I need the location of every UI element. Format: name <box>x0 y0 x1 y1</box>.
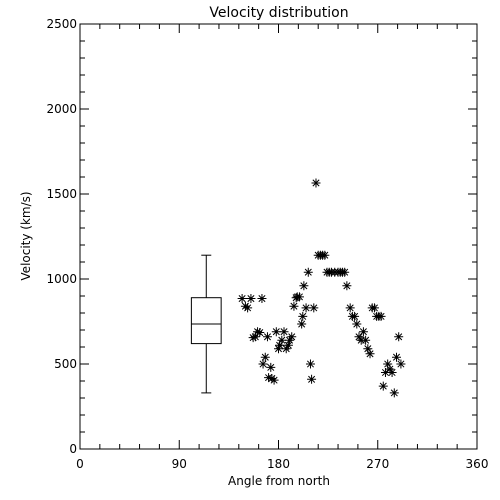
scatter-point <box>303 267 313 277</box>
scatter-point <box>394 332 404 342</box>
y-tick-label: 1500 <box>46 187 77 201</box>
scatter-point <box>342 281 352 291</box>
scatter-point <box>376 311 386 321</box>
scatter-point <box>298 311 308 321</box>
x-axis-label: Angle from north <box>228 474 330 488</box>
scatter-point <box>258 359 268 369</box>
scatter-point <box>257 294 267 304</box>
axis-ticks: 0 90 180 270 360 0 500 1000 1500 2000 2500 <box>46 17 488 471</box>
chart-title: Velocity distribution <box>209 5 348 21</box>
box-iqr <box>190 297 222 345</box>
scatter-point <box>260 352 270 362</box>
scatter-point <box>385 364 395 374</box>
scatter-point <box>363 344 373 354</box>
y-tick-label: 2500 <box>46 17 77 31</box>
scatter-points <box>237 178 406 398</box>
scatter-point <box>307 374 317 384</box>
scatter-point <box>237 294 247 304</box>
plot-frame <box>79 23 478 450</box>
scatter-point <box>285 335 295 345</box>
scatter-point <box>299 281 309 291</box>
y-axis-label: Velocity (km/s) <box>19 191 33 280</box>
scatter-point <box>365 349 375 359</box>
scatter-point <box>279 327 289 337</box>
scatter-point <box>271 327 281 337</box>
scatter-point <box>383 359 393 369</box>
x-tick-label: 180 <box>267 457 290 471</box>
scatter-point <box>250 332 260 342</box>
scatter-point <box>358 327 368 337</box>
scatter-point <box>269 375 279 385</box>
scatter-point <box>378 381 388 391</box>
scatter-point <box>301 303 311 313</box>
y-tick-label: 0 <box>69 442 77 456</box>
scatter-point <box>294 292 304 302</box>
scatter-point <box>352 319 362 329</box>
scatter-point <box>264 373 274 383</box>
x-tick-label: 270 <box>366 457 389 471</box>
x-tick-label: 360 <box>466 457 489 471</box>
scatter-point <box>354 332 364 342</box>
scatter-point <box>274 344 283 354</box>
scatter-point <box>361 335 371 345</box>
y-tick-label: 1000 <box>46 272 77 286</box>
scatter-point <box>311 178 321 188</box>
scatter-point <box>253 327 263 337</box>
x-tick-label: 90 <box>172 457 187 471</box>
scatter-point <box>345 303 355 313</box>
scatter-point <box>281 344 291 354</box>
scatter-point <box>391 352 401 362</box>
x-tick-label: 0 <box>76 457 84 471</box>
scatter-point <box>283 340 293 350</box>
scatter-point <box>275 340 285 350</box>
scatter-point <box>248 333 258 343</box>
scatter-point <box>297 319 307 329</box>
scatter-point <box>266 362 276 372</box>
scatter-point <box>262 332 272 342</box>
box-plot <box>190 254 222 394</box>
scatter-point <box>243 303 253 313</box>
scatter-point <box>389 388 399 398</box>
scatter-point <box>387 368 397 377</box>
scatter-point <box>289 301 299 311</box>
scatter-point <box>369 303 379 313</box>
scatter-point <box>380 368 390 377</box>
scatter-point <box>350 311 360 321</box>
scatter-point <box>277 335 287 345</box>
scatter-point <box>246 294 256 304</box>
y-tick-label: 2000 <box>46 102 77 116</box>
scatter-point <box>396 359 406 369</box>
scatter-point <box>309 303 319 313</box>
y-tick-label: 500 <box>54 357 77 371</box>
scatter-point <box>287 332 297 342</box>
scatter-point <box>305 359 315 369</box>
scatter-point <box>255 328 265 338</box>
scatter-point <box>320 250 330 260</box>
scatter-point <box>340 267 350 277</box>
